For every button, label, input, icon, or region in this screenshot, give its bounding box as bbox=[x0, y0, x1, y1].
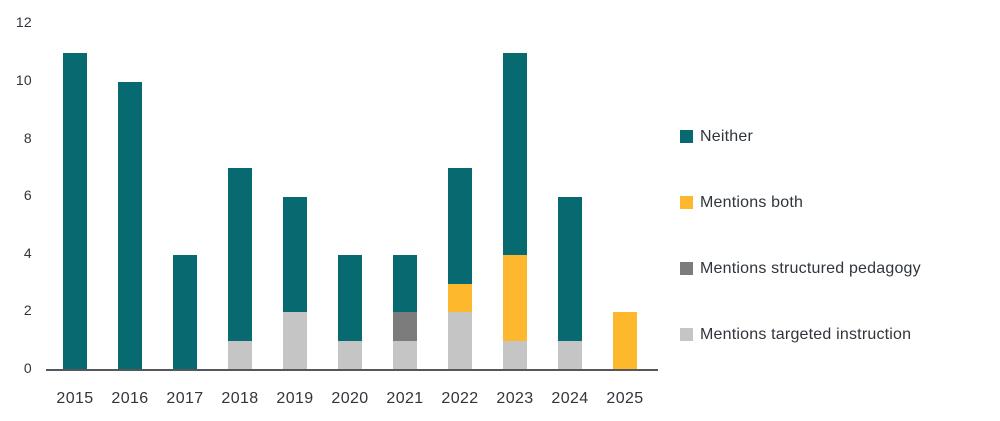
bar-2018 bbox=[228, 168, 252, 370]
bar-segment bbox=[228, 168, 252, 342]
y-tick-label: 6 bbox=[23, 187, 32, 204]
legend: Neither Mentions both Mentions structured … bbox=[680, 128, 921, 392]
x-axis-label: 2024 bbox=[551, 390, 589, 407]
bar-segment bbox=[173, 254, 197, 370]
bar-segment bbox=[503, 53, 527, 255]
bar-2015 bbox=[63, 53, 87, 370]
x-axis-label: 2018 bbox=[221, 390, 259, 407]
bar-2024 bbox=[558, 197, 582, 370]
bar-2023 bbox=[503, 53, 527, 370]
x-axis-label: 2019 bbox=[276, 390, 314, 407]
legend-swatch-icon bbox=[680, 328, 693, 341]
bar-segment bbox=[338, 254, 362, 342]
y-tick-label: 8 bbox=[23, 129, 32, 146]
bar-2020 bbox=[338, 254, 362, 370]
legend-item: Mentions targeted instruction bbox=[680, 326, 921, 343]
x-axis-label: 2020 bbox=[331, 390, 369, 407]
bar-segment bbox=[448, 283, 472, 313]
x-axis-label: 2017 bbox=[166, 390, 204, 407]
y-tick-label: 4 bbox=[23, 244, 32, 261]
legend-label: Neither bbox=[700, 127, 753, 145]
bar-segment bbox=[118, 82, 142, 370]
bar-2022 bbox=[448, 168, 472, 370]
bar-segment bbox=[558, 341, 582, 370]
x-axis-line bbox=[46, 369, 658, 371]
bar-segment bbox=[283, 197, 307, 313]
bar-segment bbox=[393, 312, 417, 342]
bar-segment bbox=[283, 312, 307, 370]
bar-segment bbox=[228, 341, 252, 370]
x-axis-label: 2016 bbox=[111, 390, 149, 407]
bar-2016 bbox=[118, 82, 142, 370]
legend-item: Neither bbox=[680, 128, 921, 145]
legend-swatch-icon bbox=[680, 196, 693, 209]
legend-item: Mentions structured pedagogy bbox=[680, 260, 921, 277]
bar-segment bbox=[613, 312, 637, 370]
y-tick-label: 12 bbox=[15, 14, 32, 31]
x-axis-label: 2025 bbox=[606, 390, 644, 407]
bar-2021 bbox=[393, 254, 417, 370]
bar-segment bbox=[503, 341, 527, 370]
legend-label: Mentions structured pedagogy bbox=[700, 259, 921, 277]
x-axis-label: 2022 bbox=[441, 390, 479, 407]
bar-segment bbox=[338, 341, 362, 370]
bar-2019 bbox=[283, 197, 307, 370]
x-axis-label: 2015 bbox=[56, 390, 94, 407]
bar-segment bbox=[393, 341, 417, 370]
legend-label: Mentions targeted instruction bbox=[700, 325, 912, 343]
bar-2017 bbox=[173, 254, 197, 370]
x-axis-label: 2021 bbox=[386, 390, 424, 407]
legend-label: Mentions both bbox=[700, 193, 804, 211]
bar-segment bbox=[558, 197, 582, 342]
y-tick-label: 0 bbox=[23, 360, 32, 376]
y-tick-label: 10 bbox=[15, 72, 32, 88]
x-axis-label: 2023 bbox=[496, 390, 534, 407]
bar-segment bbox=[393, 254, 417, 313]
legend-item: Mentions both bbox=[680, 194, 921, 211]
bar-2025 bbox=[613, 312, 637, 370]
legend-swatch-icon bbox=[680, 130, 693, 143]
bar-segment bbox=[63, 53, 87, 370]
legend-swatch-icon bbox=[680, 262, 693, 275]
y-tick-label: 2 bbox=[23, 302, 32, 319]
bar-segment bbox=[448, 168, 472, 284]
bar-segment bbox=[503, 254, 527, 342]
bar-segment bbox=[448, 312, 472, 370]
